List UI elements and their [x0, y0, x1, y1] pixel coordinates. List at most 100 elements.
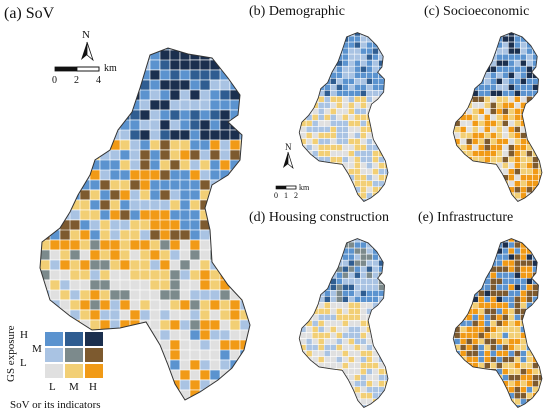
map-unit: [490, 230, 502, 236]
map-unit: [453, 150, 455, 157]
map-unit: [384, 138, 388, 145]
map-unit: [336, 356, 343, 363]
map-unit: [317, 71, 325, 85]
map-unit: [526, 386, 533, 394]
map-unit: [149, 389, 161, 400]
map-unit: [299, 277, 307, 291]
map-unit: [453, 277, 467, 291]
map-unit: [49, 239, 61, 251]
map-unit: [219, 349, 231, 361]
map-unit: [477, 320, 485, 327]
map-unit: [282, 66, 294, 72]
map-unit: [317, 59, 325, 73]
map-unit: [336, 120, 343, 127]
legend-cell-m-1: [65, 348, 83, 362]
map-unit: [317, 247, 331, 255]
map-unit: [249, 339, 250, 351]
map-unit: [348, 126, 355, 133]
map-unit: [317, 53, 331, 67]
map-unit: [465, 192, 479, 202]
map-unit: [288, 254, 294, 260]
map-unit: [110, 0, 130, 10]
map-unit: [329, 186, 337, 200]
map-unit: [514, 32, 527, 37]
map-unit: [545, 405, 550, 410]
map-unit: [453, 392, 461, 400]
map-unit: [453, 386, 461, 394]
map-unit: [384, 368, 388, 375]
map-unit: [150, 10, 160, 30]
map-unit: [391, 266, 403, 272]
map-unit: [514, 96, 521, 103]
map-unit: [360, 338, 367, 345]
map-unit: [471, 241, 479, 255]
map-unit: [288, 24, 294, 30]
map-unit: [10, 90, 20, 110]
map-unit: [0, 70, 10, 80]
map-unit: [249, 99, 250, 121]
map-unit: [436, 24, 448, 36]
map-unit: [159, 119, 171, 131]
map-unit: [311, 350, 319, 357]
map-unit: [305, 247, 313, 261]
map-unit: [49, 129, 71, 151]
map-unit: [317, 271, 325, 279]
legend-cell-l-2: [85, 364, 103, 378]
map-unit: [282, 114, 288, 120]
map-unit: [179, 129, 191, 141]
map-unit: [179, 79, 191, 91]
map-unit: [40, 239, 41, 251]
map-unit: [329, 404, 337, 408]
map-unit: [526, 253, 533, 261]
map-unit: [0, 250, 20, 270]
map-unit: [442, 278, 448, 290]
map-unit: [526, 308, 539, 321]
map-unit: [490, 186, 503, 200]
map-unit: [294, 24, 306, 30]
map-unit: [179, 329, 191, 341]
map-unit: [323, 271, 331, 285]
map-unit: [342, 198, 349, 202]
map-unit: [496, 71, 503, 79]
map-unit: [311, 374, 319, 388]
map-unit: [40, 30, 60, 40]
map-unit: [539, 230, 550, 236]
map-unit: [372, 380, 379, 388]
map-unit: [299, 374, 307, 381]
map-unit: [520, 230, 532, 236]
map-unit: [465, 84, 473, 97]
map-unit: [299, 238, 301, 243]
map-unit: [282, 242, 288, 248]
map-unit: [40, 299, 41, 321]
map-unit: [311, 238, 319, 243]
map-unit: [20, 190, 30, 210]
map-unit: [385, 24, 397, 30]
map-unit: [240, 10, 260, 30]
map-unit: [10, 140, 20, 160]
map-unit: [459, 53, 467, 61]
map-unit: [323, 32, 337, 37]
map-unit: [249, 399, 250, 400]
map-unit: [99, 89, 121, 101]
map-unit: [459, 392, 473, 406]
map-unit: [299, 41, 301, 55]
map-unit: [466, 230, 478, 236]
legend-cell-h-2: [85, 332, 103, 346]
map-unit: [436, 284, 442, 290]
map-unit: [299, 32, 301, 43]
map-unit: [378, 259, 385, 267]
map-unit: [169, 48, 191, 51]
map-unit: [391, 126, 397, 132]
map-unit: [305, 32, 313, 37]
map-unit: [436, 272, 442, 284]
map-unit: [229, 169, 241, 181]
map-unit: [545, 48, 550, 54]
map-unit: [372, 32, 385, 43]
map-unit: [483, 380, 491, 388]
map-unit: [502, 332, 509, 339]
map-unit: [526, 192, 539, 202]
map-unit: [317, 398, 331, 408]
map-unit: [50, 20, 60, 40]
map-unit: [391, 332, 403, 338]
map-unit: [282, 314, 288, 320]
